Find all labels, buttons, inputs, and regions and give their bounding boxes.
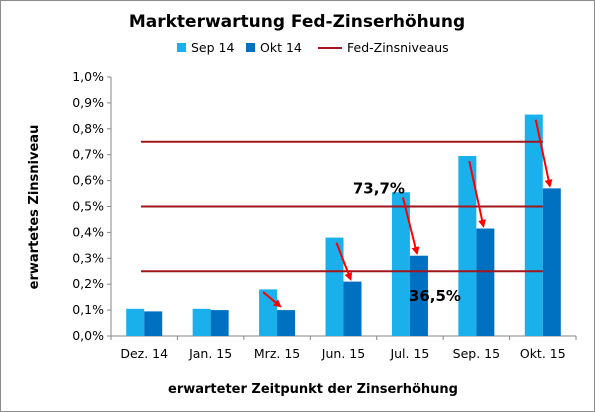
bar-sep14 [192, 308, 211, 336]
x-tick-label: Jul. 15 [389, 346, 429, 361]
chart-title: Markterwartung Fed-Zinserhöhung [129, 12, 465, 32]
x-tick-label: Okt. 15 [520, 346, 566, 361]
y-tick-label: 0,1% [72, 302, 104, 317]
legend-swatch-sep14 [177, 43, 186, 52]
y-tick-label: 0,3% [72, 250, 104, 265]
legend-label-sep14: Sep 14 [191, 40, 234, 55]
bar-sep14 [325, 237, 344, 336]
y-tick-label: 0,8% [72, 121, 104, 136]
y-tick-label: 0,4% [72, 224, 104, 239]
y-axis-title: erwartetes Zinsniveau [27, 125, 42, 290]
change-arrow [468, 160, 486, 228]
bar-okt14 [277, 310, 296, 336]
bar-sep14 [458, 155, 477, 336]
bar-sep14 [524, 114, 543, 337]
bar-okt14 [476, 228, 495, 336]
legend-swatch-okt14 [246, 43, 255, 52]
y-tick-label: 0,0% [72, 328, 104, 343]
change-arrow [401, 197, 420, 256]
bar-okt14 [409, 255, 428, 336]
annotation-label: 36,5% [409, 287, 461, 305]
x-tick-label: Mrz. 15 [254, 346, 300, 361]
legend: Sep 14 Okt 14 Fed-Zinsniveaus [177, 40, 449, 55]
bar-okt14 [343, 281, 362, 336]
bar-okt14 [542, 188, 561, 336]
y-tick-label: 1,0% [72, 69, 104, 84]
annotation-label: 73,7% [353, 180, 405, 198]
legend-label-fed: Fed-Zinsniveaus [347, 40, 449, 55]
y-tick-label: 0,7% [72, 147, 104, 162]
y-tick-label: 0,6% [72, 173, 104, 188]
change-arrow [262, 291, 282, 308]
x-tick-label: Jun. 15 [321, 346, 365, 361]
y-tick-label: 0,9% [72, 95, 104, 110]
x-axis-title: erwarteter Zeitpunkt der Zinserhöhung [168, 382, 458, 397]
bar-sep14 [391, 192, 410, 336]
bar-sep14 [126, 308, 145, 336]
legend-label-okt14: Okt 14 [260, 40, 302, 55]
bar-okt14 [210, 310, 229, 336]
bar-okt14 [144, 311, 163, 336]
plot-area: 0,0% 0,1% 0,2% 0,3% 0,4% 0,5% 0,6% 0,7% 0,8% 0,9%… [72, 69, 577, 361]
x-tick-label: Jan. 15 [188, 346, 232, 361]
x-tick-label: Dez. 14 [120, 346, 168, 361]
x-tick-label: Sep. 15 [453, 346, 500, 361]
change-arrow [335, 242, 353, 281]
y-tick-label: 0,2% [72, 276, 104, 291]
y-tick-label: 0,5% [72, 199, 104, 214]
change-arrow [534, 119, 553, 188]
